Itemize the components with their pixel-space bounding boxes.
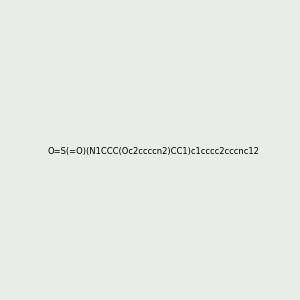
- Text: O=S(=O)(N1CCC(Oc2ccccn2)CC1)c1cccc2cccnc12: O=S(=O)(N1CCC(Oc2ccccn2)CC1)c1cccc2cccnc…: [48, 147, 260, 156]
